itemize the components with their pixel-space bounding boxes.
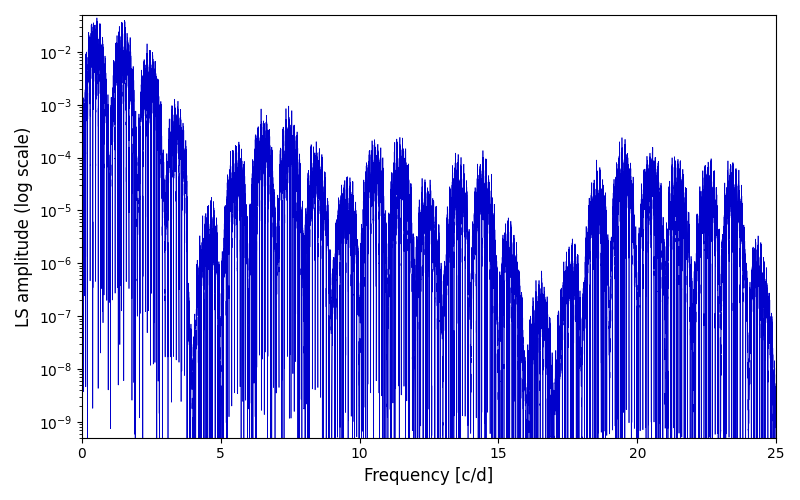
X-axis label: Frequency [c/d]: Frequency [c/d] bbox=[364, 467, 494, 485]
Y-axis label: LS amplitude (log scale): LS amplitude (log scale) bbox=[15, 126, 33, 326]
